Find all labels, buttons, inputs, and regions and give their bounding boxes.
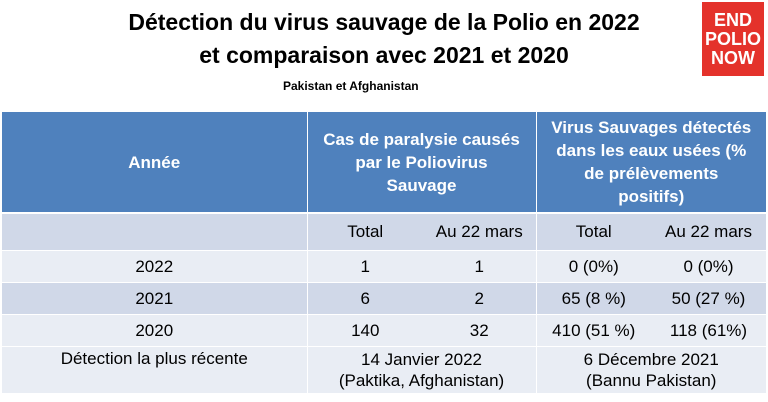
table-cell: 0 (0%) xyxy=(536,250,651,283)
table-row: 2021 6 2 65 (8 %) 50 (27 %) xyxy=(2,282,766,315)
subtitle: Pakistan et Afghanistan xyxy=(283,79,419,93)
latest-cases-date: 14 Janvier 2022 xyxy=(361,350,482,369)
logo-line-1: END xyxy=(713,9,752,30)
table-cell: 410 (51 %) xyxy=(536,314,651,347)
table-cell: 0 (0%) xyxy=(651,250,766,283)
table-cell: 2022 xyxy=(2,250,308,283)
latest-detection-label: Détection la plus récente xyxy=(2,346,308,393)
title-line-1: Détection du virus sauvage de la Polio e… xyxy=(128,9,640,35)
latest-detection-env: 6 Décembre 2021 (Bannu Pakistan) xyxy=(536,346,766,393)
header-env: Virus Sauvages détectés dans les eaux us… xyxy=(536,112,766,213)
subheader-cell xyxy=(2,212,308,251)
table-row-latest-detection: Détection la plus récente 14 Janvier 202… xyxy=(2,346,766,393)
polio-detection-table: Année Cas de paralysie causés par le Pol… xyxy=(2,112,766,393)
table-cell: 2021 xyxy=(2,282,308,315)
title-line-2: et comparaison avec 2021 et 2020 xyxy=(199,42,569,68)
subheader-cell: Total xyxy=(536,212,651,251)
table-cell: 50 (27 %) xyxy=(651,282,766,315)
table-cell: 1 xyxy=(307,250,423,283)
latest-detection-cases: 14 Janvier 2022 (Paktika, Afghanistan) xyxy=(307,346,537,393)
subheader-cell: Au 22 mars xyxy=(651,212,766,251)
end-polio-now-logo: END POLIO NOW xyxy=(702,2,764,76)
subheader-cell: Total xyxy=(307,212,423,251)
table-cell: 2 xyxy=(423,282,537,315)
logo-line-3: NOW xyxy=(711,47,755,68)
table-subheader-row: Total Au 22 mars Total Au 22 mars xyxy=(2,212,766,251)
table-header-row: Année Cas de paralysie causés par le Pol… xyxy=(2,112,766,213)
table-cell: 65 (8 %) xyxy=(536,282,651,315)
header-cases: Cas de paralysie causés par le Polioviru… xyxy=(307,112,537,213)
table-cell: 1 xyxy=(423,250,537,283)
header-year: Année xyxy=(2,112,308,213)
table-row: 2022 1 1 0 (0%) 0 (0%) xyxy=(2,250,766,283)
latest-env-location: (Bannu Pakistan) xyxy=(586,371,717,390)
latest-env-date: 6 Décembre 2021 xyxy=(583,350,719,369)
table-row: 2020 140 32 410 (51 %) 118 (61%) xyxy=(2,314,766,347)
logo-line-2: POLIO xyxy=(704,28,761,49)
table-cell: 118 (61%) xyxy=(651,314,766,347)
subheader-cell: Au 22 mars xyxy=(423,212,537,251)
table-cell: 140 xyxy=(307,314,423,347)
table-cell: 6 xyxy=(307,282,423,315)
page-title: Détection du virus sauvage de la Polio e… xyxy=(0,6,768,72)
latest-cases-location: (Paktika, Afghanistan) xyxy=(338,371,505,390)
table-cell: 32 xyxy=(423,314,537,347)
table-cell: 2020 xyxy=(2,314,308,347)
